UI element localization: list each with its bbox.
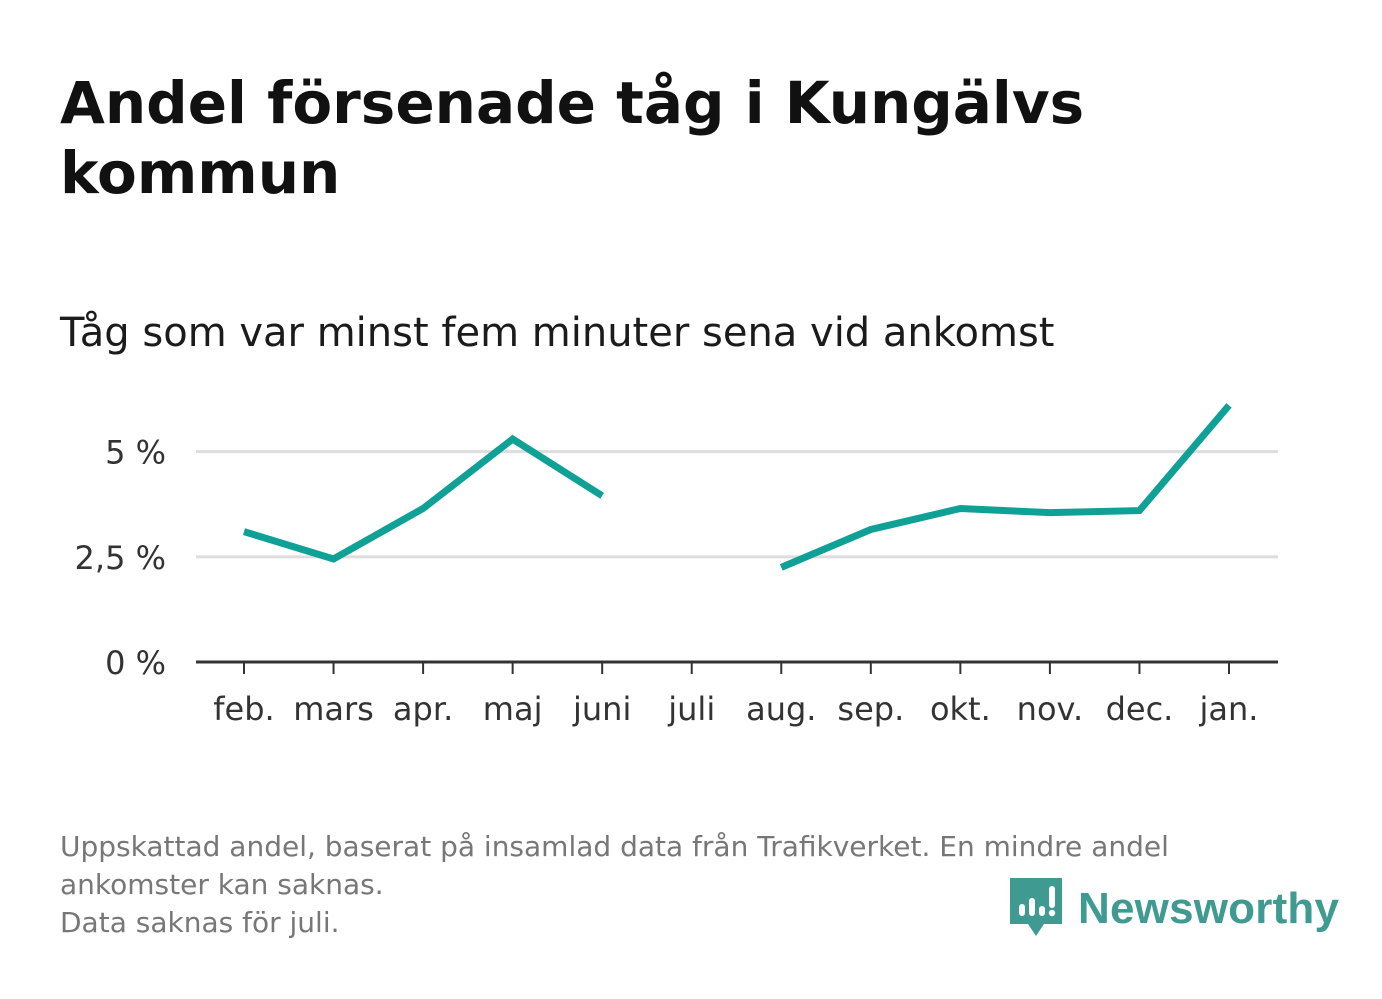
footnote: Uppskattad andel, baserat på insamlad da…: [60, 828, 1320, 942]
y-tick-label: 0 %: [105, 644, 166, 682]
x-tick-label: dec.: [1106, 690, 1174, 728]
chart-title: Andel försenade tåg i Kungälvs kommun: [60, 69, 1085, 207]
grid-layer: [196, 450, 1278, 559]
footnote-line-3: Data saknas för juli.: [60, 906, 340, 939]
y-tick-label: 5 %: [105, 434, 166, 472]
x-tick-label: jan.: [1199, 690, 1259, 728]
footnote-line-1: Uppskattad andel, baserat på insamlad da…: [60, 830, 1169, 863]
series-line-segment: [779, 403, 1232, 571]
y-tick-label: 2,5 %: [75, 539, 166, 577]
brand-logo: Newsworthy: [1010, 878, 1339, 940]
brand-name: Newsworthy: [1078, 884, 1340, 933]
series-line-segment: [242, 434, 605, 563]
newsworthy-logo-icon: [1010, 878, 1062, 936]
x-tick-label: mars: [293, 690, 374, 728]
x-tick-label: feb.: [213, 690, 274, 728]
label-layer: 0 % 2,5 % 5 % feb. mars apr. maj juni juli aug. se…: [75, 434, 1259, 728]
x-tick-label: nov.: [1017, 690, 1083, 728]
axis-layer: [196, 660, 1278, 674]
x-tick-label: okt.: [930, 690, 991, 728]
x-tick-label: maj: [483, 690, 543, 728]
chart-subtitle: Tåg som var minst fem minuter sena vid a…: [60, 310, 1055, 356]
x-tick-label: apr.: [393, 690, 453, 728]
footnote-line-2: ankomster kan saknas.: [60, 868, 384, 901]
x-tick-label: aug.: [746, 690, 816, 728]
x-tick-label: juni: [572, 690, 631, 728]
series-layer: [242, 403, 1232, 571]
x-tick-label: juli: [667, 690, 715, 728]
x-tick-label: sep.: [837, 690, 904, 728]
